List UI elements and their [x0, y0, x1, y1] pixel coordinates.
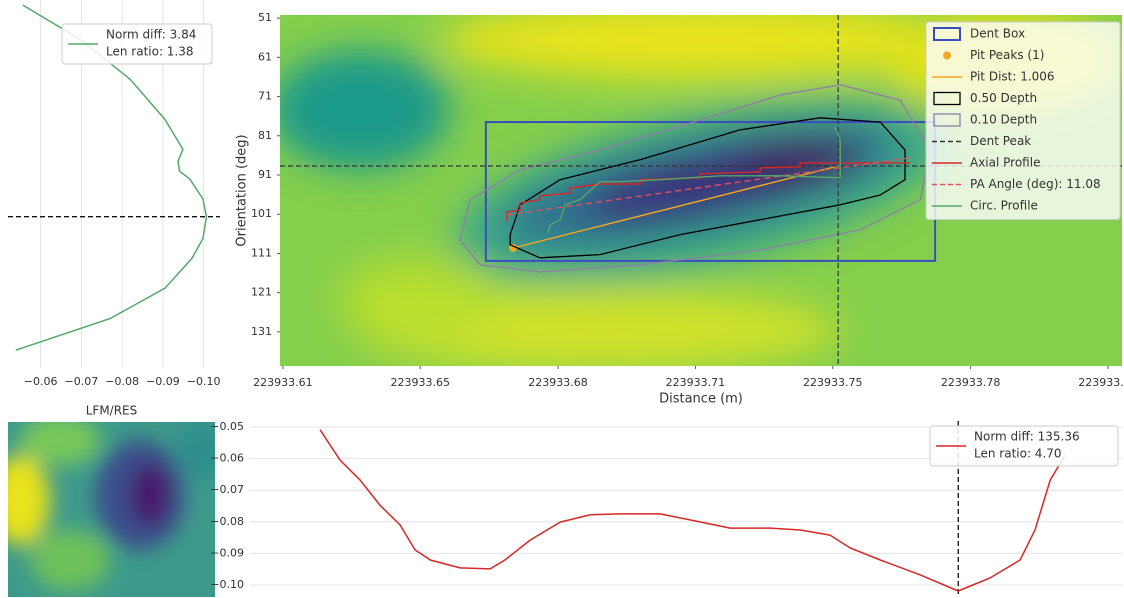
x-tick-label: 223933.68 [528, 376, 588, 389]
y-tick-label: −0.09 [210, 546, 244, 559]
x-tick-label: 223933.81 [1078, 376, 1124, 389]
x-tick-label: −0.06 [24, 375, 58, 388]
y-tick-label: −0.10 [210, 578, 244, 591]
legend-label: 0.50 Depth [970, 91, 1037, 105]
x-tick-label: 223933.61 [253, 376, 313, 389]
y-tick-label: −0.08 [210, 515, 244, 528]
x-tick-label: −0.08 [105, 375, 139, 388]
x-tick-label: 223933.65 [391, 376, 451, 389]
y-tick-label: 131 [251, 325, 272, 338]
x-tick-label: −0.09 [146, 375, 180, 388]
x-tick-label: −0.10 [187, 375, 221, 388]
x-tick-label: 223933.71 [666, 376, 726, 389]
legend-label: Pit Peaks (1) [970, 48, 1044, 62]
image-title: LFM/RES [86, 404, 138, 418]
y-tick-label: −0.06 [210, 452, 244, 465]
y-tick-label: 111 [251, 246, 272, 259]
legend-label: PA Angle (deg): 11.08 [970, 177, 1101, 191]
legend-label: Len ratio: 4.70 [974, 447, 1062, 461]
y-tick-label: 91 [258, 168, 272, 181]
y-tick-label: 51 [258, 11, 272, 24]
legend-symbol [943, 52, 951, 60]
legend-label: Pit Dist: 1.006 [970, 70, 1055, 84]
y-tick-label: −0.05 [210, 420, 244, 433]
legend-label: Axial Profile [970, 156, 1040, 170]
y-tick-label: 81 [258, 129, 272, 142]
lfm-res-image [0, 415, 225, 597]
legend-label: Norm diff: 135.36 [974, 430, 1080, 444]
legend-label: Dent Box [970, 27, 1025, 41]
legend-label: Dent Peak [970, 134, 1031, 148]
x-tick-label: 223933.78 [941, 376, 1001, 389]
legend-label: 0.10 Depth [970, 113, 1037, 127]
legend-label: Circ. Profile [970, 199, 1038, 213]
x-tick-label: 223933.75 [803, 376, 863, 389]
y-tick-label: 61 [258, 50, 272, 63]
legend-label: Norm diff: 3.84 [106, 28, 196, 42]
y-tick-label: 101 [251, 207, 272, 220]
x-axis-label: Distance (m) [659, 392, 743, 407]
legend-label: Len ratio: 1.38 [106, 45, 194, 59]
page: −0.06 −0.07 −0.08 −0.09 −0.10 Norm diff: 3.84… [0, 0, 1124, 598]
figure: −0.06 −0.07 −0.08 −0.09 −0.10 Norm diff: 3.84… [0, 0, 1124, 598]
y-tick-label: −0.07 [210, 483, 244, 496]
y-tick-label: 121 [251, 286, 272, 299]
y-tick-label: 71 [258, 90, 272, 103]
y-axis-label: Orientation (deg) [235, 134, 250, 246]
x-tick-label: −0.07 [65, 375, 99, 388]
